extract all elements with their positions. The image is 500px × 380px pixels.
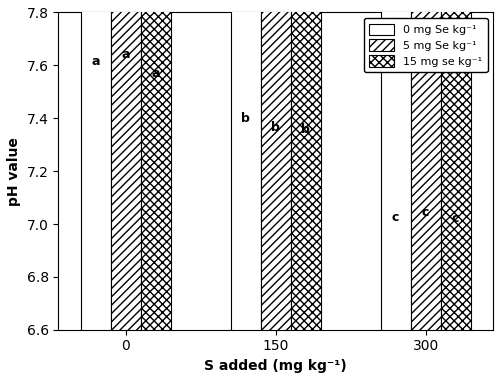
Text: c: c [452,212,460,225]
Bar [440,0,470,330]
Text: c: c [422,206,430,219]
Text: a: a [92,55,100,68]
Text: b: b [272,121,280,134]
Bar [230,0,260,330]
Legend: 0 mg Se kg⁻¹, 5 mg Se kg⁻¹, 15 mg se kg⁻¹: 0 mg Se kg⁻¹, 5 mg Se kg⁻¹, 15 mg se kg⁻… [364,18,488,72]
X-axis label: S added (mg kg⁻¹): S added (mg kg⁻¹) [204,359,347,373]
Text: b: b [242,112,250,125]
Bar [380,0,410,330]
Text: c: c [392,211,400,224]
Bar [290,0,320,330]
Text: a: a [122,48,130,60]
Bar [81,0,111,330]
Text: a: a [152,67,160,81]
Y-axis label: pH value: pH value [7,137,21,206]
Bar [111,0,141,330]
Bar [410,0,440,330]
Text: b: b [301,124,310,136]
Bar [141,0,171,330]
Bar [260,0,290,330]
